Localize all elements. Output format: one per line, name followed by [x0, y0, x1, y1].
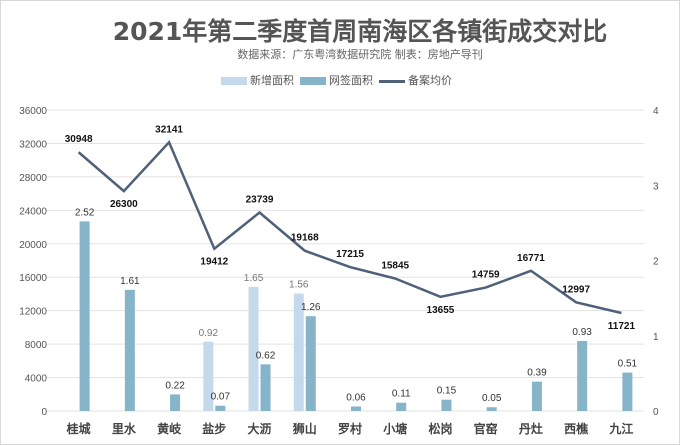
- legend: 新增面积 网签面积 备案均价: [221, 74, 452, 88]
- y-right-tick-label: 1: [653, 332, 659, 343]
- data-label-signed: 0.07: [211, 392, 231, 403]
- y-right-tick-label: 3: [653, 181, 659, 192]
- x-tick-label: 罗村: [338, 421, 362, 436]
- bar-new-area: [203, 341, 214, 411]
- data-label-price: 19168: [291, 233, 319, 244]
- data-label-price: 17215: [336, 249, 364, 260]
- bar-signed-area: [260, 364, 271, 411]
- x-tick-label: 里水: [112, 421, 137, 436]
- bar-signed-area: [531, 381, 542, 411]
- data-label-signed: 0.05: [482, 393, 502, 404]
- x-tick-label: 松岗: [428, 421, 452, 436]
- line-avg-price: [77, 139, 622, 315]
- y-left-tick-label: 36000: [19, 106, 47, 117]
- data-label-signed: 0.62: [256, 350, 276, 361]
- data-label-signed: 0.06: [346, 392, 366, 403]
- legend-swatch: [221, 77, 247, 85]
- data-label-new: 1.56: [289, 280, 309, 291]
- y-left-tick-label: 20000: [19, 240, 47, 251]
- legend-swatch: [379, 79, 405, 83]
- x-tick-label: 西樵: [564, 421, 588, 436]
- data-label-new: 0.92: [199, 328, 219, 339]
- bar-signed-area: [441, 399, 452, 411]
- data-label-signed: 0.93: [572, 327, 592, 338]
- data-label-signed: 0.39: [527, 368, 547, 379]
- x-tick-label: 九江: [608, 421, 633, 436]
- legend-item-signed: 网签面积: [300, 74, 373, 88]
- y-left-tick-label: 16000: [19, 273, 47, 284]
- data-label-price: 30948: [65, 134, 93, 145]
- y-right-tick-label: 4: [653, 106, 659, 117]
- bar-signed-area: [351, 406, 361, 411]
- bar-signed-area: [486, 407, 497, 411]
- data-label-signed: 0.15: [437, 386, 457, 397]
- y-left-tick-label: 24000: [19, 206, 47, 217]
- x-tick-label: 官窑: [474, 421, 498, 436]
- x-tick-label: 盐步: [202, 421, 226, 436]
- y-left-tick-label: 8000: [25, 340, 48, 351]
- bar-signed-area: [622, 372, 633, 411]
- x-tick-label: 黄岐: [157, 421, 182, 436]
- legend-label: 新增面积: [250, 74, 294, 87]
- y-right-tick-label: 0: [653, 407, 659, 418]
- data-label-signed: 0.11: [392, 389, 411, 400]
- y-right-tick-label: 2: [653, 257, 659, 268]
- chart-subtitle: 数据来源：广东粤湾数据研究院 制表：房地产导刊: [237, 48, 483, 61]
- data-label-signed: 1.26: [301, 302, 321, 313]
- y-left-tick-label: 32000: [19, 139, 47, 150]
- legend-item-new: 新增面积: [221, 74, 294, 88]
- bar-new-area: [293, 293, 304, 411]
- bar-signed-area: [79, 221, 90, 411]
- bar-signed-area: [396, 402, 407, 411]
- x-tick-label: 大沥: [248, 421, 272, 436]
- bar-signed-area: [215, 405, 226, 411]
- data-label-price: 26300: [110, 199, 138, 210]
- y-left-tick-label: 28000: [19, 173, 47, 184]
- legend-label: 网签面积: [329, 74, 373, 87]
- bar-signed-area: [577, 341, 588, 411]
- data-label-signed: 0.22: [165, 380, 185, 391]
- y-left-tick-label: 12000: [19, 307, 47, 318]
- legend-label: 备案均价: [408, 74, 452, 87]
- bar-new-area: [248, 286, 259, 411]
- x-tick-label: 桂城: [66, 421, 91, 436]
- data-label-price: 15845: [381, 261, 409, 272]
- data-label-price: 32141: [155, 124, 183, 135]
- data-label-price: 23739: [246, 195, 274, 206]
- bar-signed-area: [305, 316, 316, 411]
- data-label-price: 12997: [562, 284, 590, 295]
- bar-signed-area: [170, 394, 181, 411]
- y-left-tick-label: 0: [41, 407, 47, 418]
- data-label-price: 16771: [517, 253, 545, 264]
- x-tick-label: 狮山: [292, 421, 317, 436]
- data-label-signed: 1.61: [120, 276, 140, 287]
- data-label-new: 1.65: [244, 273, 264, 284]
- data-label-price: 11721: [608, 321, 636, 332]
- y-left-tick-label: 4000: [25, 374, 48, 385]
- legend-item-price: 备案均价: [379, 74, 452, 88]
- legend-swatch: [300, 77, 326, 85]
- chart-title: 2021年第二季度首周南海区各镇街成交对比: [112, 17, 608, 46]
- x-tick-label: 小塘: [383, 421, 407, 436]
- data-label-signed: 2.52: [75, 207, 95, 218]
- data-label-price: 19412: [200, 257, 228, 268]
- x-tick-label: 丹灶: [519, 421, 543, 436]
- data-label-price: 14759: [472, 270, 500, 281]
- data-label-signed: 0.51: [618, 359, 638, 370]
- data-label-price: 13655: [427, 305, 455, 316]
- bar-signed-area: [124, 289, 135, 411]
